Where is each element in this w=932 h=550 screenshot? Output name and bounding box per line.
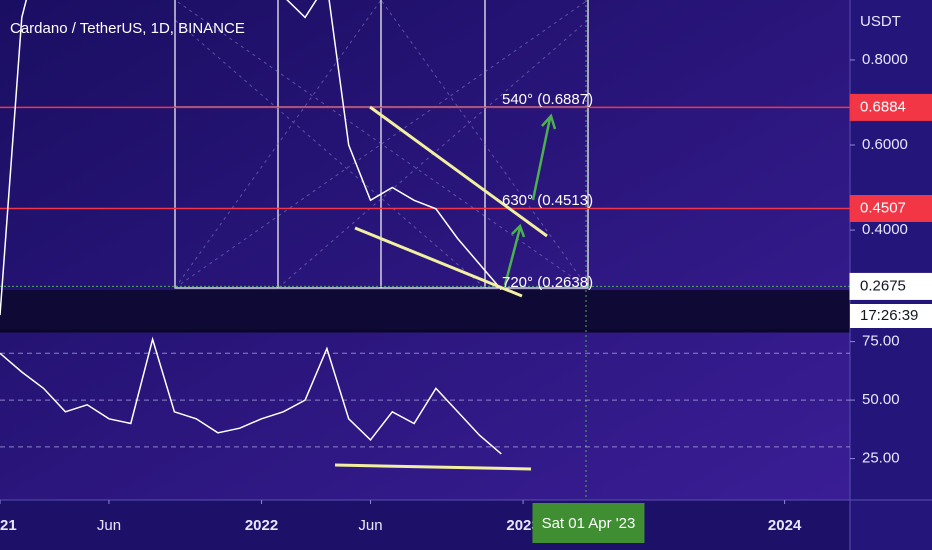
x-tick-label: 2021 [0, 517, 17, 534]
time-axis [0, 500, 850, 550]
price-tag-label: 0.4507 [860, 199, 906, 216]
data-line [0, 336, 502, 455]
annotation: 540° (0.6887) [502, 91, 593, 108]
x-tick-label: 2022 [245, 517, 278, 534]
plot-background [0, 0, 850, 500]
y-tick-label: 50.00 [862, 391, 900, 408]
crosshair-tag [532, 503, 645, 543]
y-tick-label: 25.00 [862, 450, 900, 467]
x-tick-label: Jun [358, 517, 382, 534]
y-tick-label: 0.8000 [862, 51, 908, 68]
x-tick-label: Jun [97, 517, 121, 534]
price-tag [849, 93, 932, 121]
data-line [0, 0, 502, 316]
price-tag-label: 0.2675 [860, 277, 906, 294]
countdown: 17:26:39 [860, 307, 918, 324]
y-axis-label: USDT [860, 13, 901, 30]
price-tag [849, 272, 932, 300]
x-tick-label: 2024 [768, 517, 802, 534]
channel-lines [334, 105, 548, 471]
price-tag-label: 0.6884 [860, 98, 906, 115]
price-panel-lower [0, 290, 850, 330]
annotation: 720° (0.2638) [502, 274, 593, 291]
chart-title: Cardano / TetherUS, 1D, BINANCE [10, 20, 245, 37]
y-tick-label: 0.6000 [862, 136, 908, 153]
y-tick-label: 75.00 [862, 333, 900, 350]
crosshair-label: Sat 01 Apr '23 [542, 515, 636, 532]
gann-box [174, 0, 589, 289]
arrows [503, 113, 557, 286]
y-tick-label: 0.4000 [862, 221, 908, 238]
price-tag [849, 195, 932, 223]
annotation: 630° (0.4513) [502, 192, 593, 209]
countdown-box [850, 304, 932, 328]
x-tick-label: 2023 [506, 517, 539, 534]
